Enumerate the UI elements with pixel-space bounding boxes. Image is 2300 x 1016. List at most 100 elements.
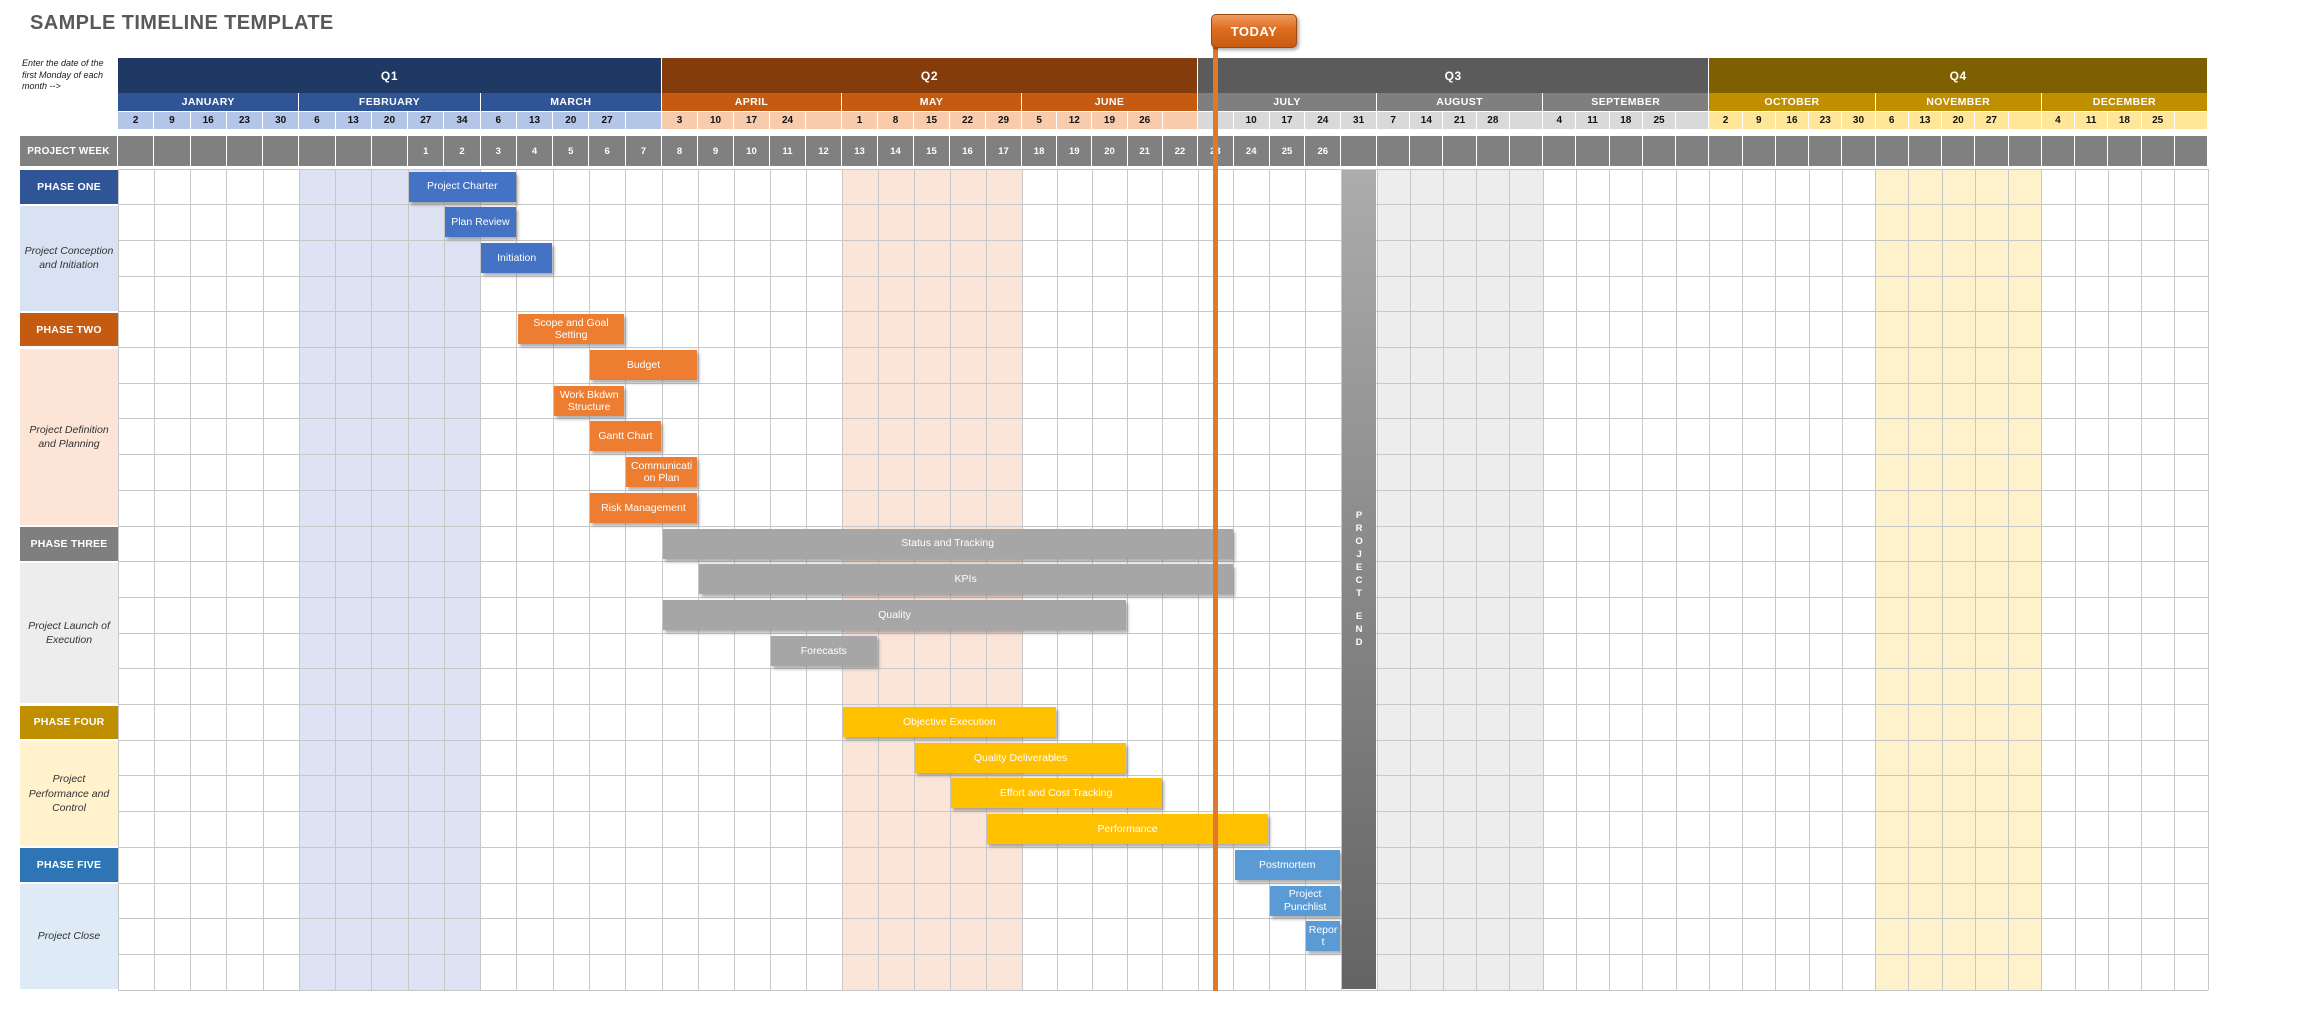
task-bar[interactable]: Gantt Chart <box>590 421 661 452</box>
task-bar[interactable]: Initiation <box>481 242 552 273</box>
date-cell: 5 <box>1022 112 1058 129</box>
phase-description-4: Project Performance and Control <box>20 741 118 847</box>
project-week-cell <box>1942 136 1976 166</box>
month-band-june: JUNE <box>1022 93 1198 111</box>
task-bar[interactable]: Project Punchlist <box>1270 885 1340 916</box>
grid-line <box>1875 169 1877 991</box>
task-bar[interactable]: Scope and Goal Setting <box>517 314 625 345</box>
project-week-cell <box>2141 136 2175 166</box>
grid-line <box>118 418 2208 420</box>
project-end-letter: P <box>1355 509 1363 521</box>
task-bar[interactable]: Project Charter <box>408 171 516 202</box>
date-cell: 16 <box>1775 112 1810 129</box>
date-cell: 25 <box>2141 112 2175 129</box>
task-bar[interactable]: Quality <box>662 599 1127 630</box>
date-cell: 27 <box>589 112 626 129</box>
grid-line <box>117 169 119 991</box>
date-cell <box>1509 112 1544 129</box>
date-cell: 31 <box>1341 112 1377 129</box>
grid-line <box>1509 169 1511 991</box>
grid-line <box>1775 169 1777 991</box>
month-band-november: NOVEMBER <box>1875 93 2042 111</box>
task-bar[interactable]: KPIs <box>698 564 1233 595</box>
date-cell: 4 <box>2041 112 2076 129</box>
date-cell: 23 <box>1809 112 1843 129</box>
grid-line <box>118 204 2208 206</box>
grid-line <box>1409 169 1411 991</box>
date-cell: 30 <box>263 112 300 129</box>
phase-description-1: Project Conception and Initiation <box>20 205 118 311</box>
project-week-cell <box>1543 136 1577 166</box>
grid-line <box>118 347 2208 348</box>
task-bar[interactable]: Status and Tracking <box>662 528 1233 559</box>
date-cell: 18 <box>1609 112 1643 129</box>
project-week-cell <box>1576 136 1610 166</box>
quarter-band-q2: Q2 <box>662 58 1198 93</box>
grid-line <box>2008 169 2010 991</box>
date-cell: 14 <box>1410 112 1444 129</box>
grid-line <box>118 525 2208 527</box>
task-bar[interactable]: Effort and Cost Tracking <box>950 778 1162 809</box>
date-cell: 9 <box>154 112 191 129</box>
grid-line <box>480 169 482 991</box>
date-cell: 20 <box>371 112 409 129</box>
date-cell: 13 <box>516 112 554 129</box>
project-week-cell <box>190 136 227 166</box>
task-bar[interactable]: Work Bkdwn Structure <box>553 385 625 416</box>
date-cell: 11 <box>2075 112 2109 129</box>
grid-line <box>661 169 663 991</box>
month-band-october: OCTOBER <box>1709 93 1876 111</box>
project-end-letter: D <box>1355 636 1363 648</box>
grid-line <box>226 169 228 991</box>
task-bar[interactable]: Risk Management <box>590 492 697 523</box>
task-bar[interactable]: Report <box>1306 921 1340 952</box>
project-week-cell <box>1709 136 1743 166</box>
grid-line <box>2041 169 2043 991</box>
project-week-cell <box>1908 136 1943 166</box>
date-cell: 24 <box>1305 112 1342 129</box>
grid-line <box>335 169 337 991</box>
date-cell: 23 <box>226 112 264 129</box>
grid-line <box>118 489 2208 491</box>
date-cell: 20 <box>1942 112 1976 129</box>
project-week-cell: 15 <box>914 136 950 166</box>
task-bar[interactable]: Performance <box>986 814 1269 845</box>
task-bar[interactable]: Quality Deliverables <box>914 742 1127 773</box>
task-bar[interactable]: Postmortem <box>1234 849 1340 880</box>
task-bar[interactable]: Forecasts <box>770 635 877 666</box>
grid-line <box>2107 169 2109 991</box>
project-week-cell <box>2075 136 2109 166</box>
task-bar[interactable]: Objective Execution <box>842 707 1056 737</box>
date-cell: 25 <box>1642 112 1677 129</box>
project-week-cell: 4 <box>516 136 554 166</box>
date-cell: 17 <box>734 112 770 129</box>
grid-line <box>1609 169 1611 991</box>
project-week-cell: 13 <box>842 136 878 166</box>
task-bar[interactable]: Communication Plan <box>626 457 697 488</box>
date-cell: 6 <box>480 112 517 129</box>
project-week-cell: 10 <box>734 136 770 166</box>
grid-line <box>118 882 2208 884</box>
task-bar[interactable]: Budget <box>590 350 697 380</box>
grid-line <box>118 989 2208 991</box>
date-cell <box>1162 112 1198 129</box>
project-week-cell <box>299 136 336 166</box>
project-week-cell: 22 <box>1162 136 1198 166</box>
month-band-september: SEPTEMBER <box>1543 93 1710 111</box>
month-band-december: DECEMBER <box>2041 93 2208 111</box>
date-cell: 16 <box>190 112 227 129</box>
grid-line <box>1642 169 1644 991</box>
grid-line <box>1908 169 1910 991</box>
project-end-letter: E <box>1355 562 1363 574</box>
project-end-letter: J <box>1356 549 1362 561</box>
today-ribbon[interactable]: TODAY <box>1211 14 1297 48</box>
project-week-cell: 1 <box>408 136 445 166</box>
grid-line <box>118 953 2208 955</box>
phase-description-3: Project Launch of Execution <box>20 562 118 704</box>
grid-line <box>118 275 2208 277</box>
task-bar[interactable]: Plan Review <box>445 207 516 238</box>
project-week-cell: 26 <box>1305 136 1342 166</box>
date-cell: 26 <box>1127 112 1163 129</box>
date-cell: 13 <box>1908 112 1943 129</box>
grid-line <box>2174 169 2176 991</box>
